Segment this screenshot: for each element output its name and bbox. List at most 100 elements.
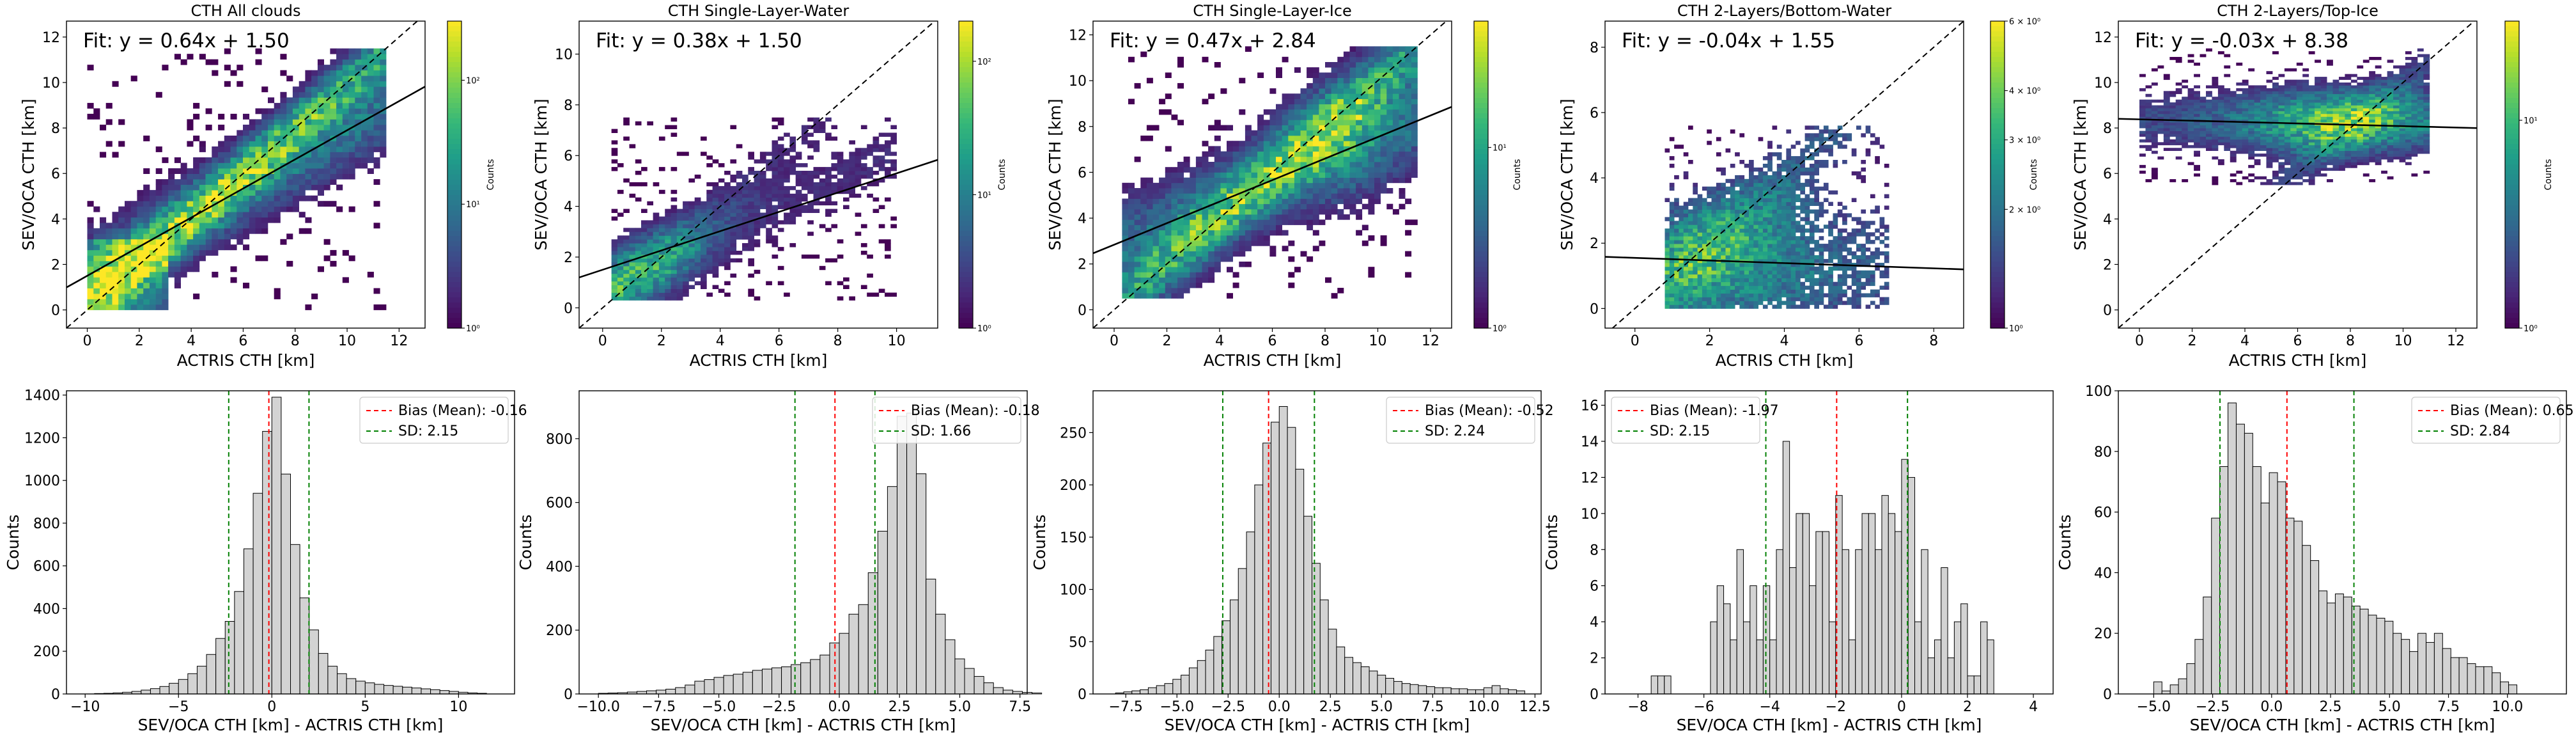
heatmap-cell — [789, 193, 796, 198]
heatmap-cell — [1800, 148, 1805, 153]
heatmap-cell — [658, 296, 665, 301]
heatmap-cell — [1325, 146, 1331, 152]
heatmap-cell — [1220, 240, 1227, 246]
heatmap-cell — [1819, 236, 1824, 240]
heatmap-cell — [1269, 146, 1276, 152]
heatmap-cell — [641, 247, 648, 251]
heatmap-cell — [261, 157, 268, 163]
heatmap-cell — [1152, 256, 1160, 262]
heatmap-cell — [813, 167, 820, 171]
heatmap-cell — [1337, 104, 1344, 110]
heatmap-cell — [361, 130, 368, 136]
heatmap-cell — [653, 224, 660, 228]
heatmap-cell — [1683, 266, 1689, 271]
heatmap-cell — [1294, 146, 1301, 152]
heatmap-cell — [1828, 190, 1833, 195]
heatmap-cell — [1374, 156, 1381, 162]
heatmap-cell — [1697, 251, 1703, 256]
heatmap-cell — [1208, 93, 1215, 99]
heatmap-cell — [1405, 62, 1412, 68]
heatmap-cell — [777, 185, 784, 191]
heatmap-cell — [807, 132, 814, 137]
heatmap-cell — [1307, 146, 1314, 152]
heatmap-cell — [299, 195, 306, 201]
heatmap-cell — [1152, 219, 1160, 225]
heatmap-cell — [658, 288, 665, 293]
heatmap-cell — [1195, 262, 1202, 267]
heatmap-cell — [361, 152, 368, 158]
heatmap-cell — [724, 185, 731, 191]
heatmap-cell — [819, 185, 826, 191]
heatmap-cell — [1679, 213, 1684, 217]
heatmap-cell — [1294, 182, 1301, 189]
heatmap-cell — [1739, 217, 1745, 221]
heatmap-cell — [1786, 304, 1792, 309]
heatmap-cell — [137, 228, 144, 234]
heatmap-cell — [1674, 266, 1679, 271]
heatmap-cell — [1195, 251, 1202, 257]
heatmap-cell — [1753, 285, 1758, 290]
heatmap-cell — [1749, 171, 1754, 176]
heatmap-cell — [1707, 278, 1712, 283]
heatmap-cell — [1790, 178, 1796, 184]
heatmap-cell — [1312, 125, 1319, 131]
heatmap-cell — [1790, 217, 1796, 221]
heatmap-cell — [1735, 198, 1740, 202]
heatmap-cell — [653, 277, 660, 282]
heatmap-cell — [1227, 224, 1233, 231]
heatmap-cell — [305, 195, 312, 201]
heatmap-cell — [342, 152, 349, 158]
heatmap-cell — [1202, 177, 1209, 184]
heatmap-cell — [193, 136, 200, 141]
heatmap-cell — [1214, 214, 1221, 220]
heatmap-cell — [712, 285, 719, 289]
heatmap-cell — [1159, 214, 1166, 220]
heatmap-cell — [1134, 219, 1141, 225]
heatmap-cell — [831, 155, 838, 160]
heatmap-cell — [843, 277, 850, 282]
heatmap-cell — [1276, 219, 1282, 225]
heatmap-cell — [611, 239, 618, 244]
heatmap-cell — [336, 54, 343, 60]
heatmap-cell — [1804, 221, 1810, 225]
colorbar-segment — [447, 272, 462, 278]
heatmap-cell — [1758, 201, 1764, 206]
heatmap-cell — [1804, 240, 1810, 244]
heatmap-cell — [825, 197, 832, 202]
heatmap-cell — [629, 277, 636, 282]
heatmap-cell — [1251, 182, 1258, 189]
heatmap-cell — [1331, 188, 1338, 194]
heatmap-cell — [1374, 83, 1381, 89]
heatmap-cell — [1814, 198, 1819, 202]
heatmap-cell — [766, 209, 772, 213]
heatmap-cell — [367, 119, 374, 125]
heatmap-cell — [286, 113, 293, 120]
heatmap-cell — [1128, 267, 1135, 272]
heatmap-cell — [193, 113, 200, 120]
heatmap-cell — [1804, 293, 1810, 297]
heatmap-cell — [1214, 156, 1221, 162]
heatmap-cell — [1744, 262, 1750, 267]
heatmap-cell — [1790, 156, 1796, 161]
heatmap-cell — [748, 201, 754, 206]
heatmap-cell — [1744, 194, 1750, 198]
heatmap-cell — [1767, 258, 1773, 264]
heatmap-cell — [730, 125, 737, 129]
heatmap-cell — [112, 239, 119, 245]
heatmap-cell — [1288, 141, 1295, 146]
heatmap-cell — [1735, 244, 1740, 248]
heatmap-cell — [1767, 278, 1773, 283]
heatmap-cell — [1128, 277, 1135, 283]
heatmap-cell — [243, 233, 250, 240]
heatmap-cell — [299, 91, 306, 98]
heatmap-cell — [118, 277, 125, 283]
heatmap-cell — [305, 102, 312, 109]
heatmap-cell — [268, 141, 275, 147]
heatmap-cell — [1721, 205, 1726, 210]
heatmap-cell — [1772, 266, 1778, 271]
heatmap-cell — [1263, 209, 1270, 215]
heatmap-cell — [1356, 172, 1363, 178]
heatmap-cell — [317, 91, 324, 98]
heatmap-cell — [1716, 194, 1721, 198]
heatmap-cell — [1762, 198, 1768, 202]
